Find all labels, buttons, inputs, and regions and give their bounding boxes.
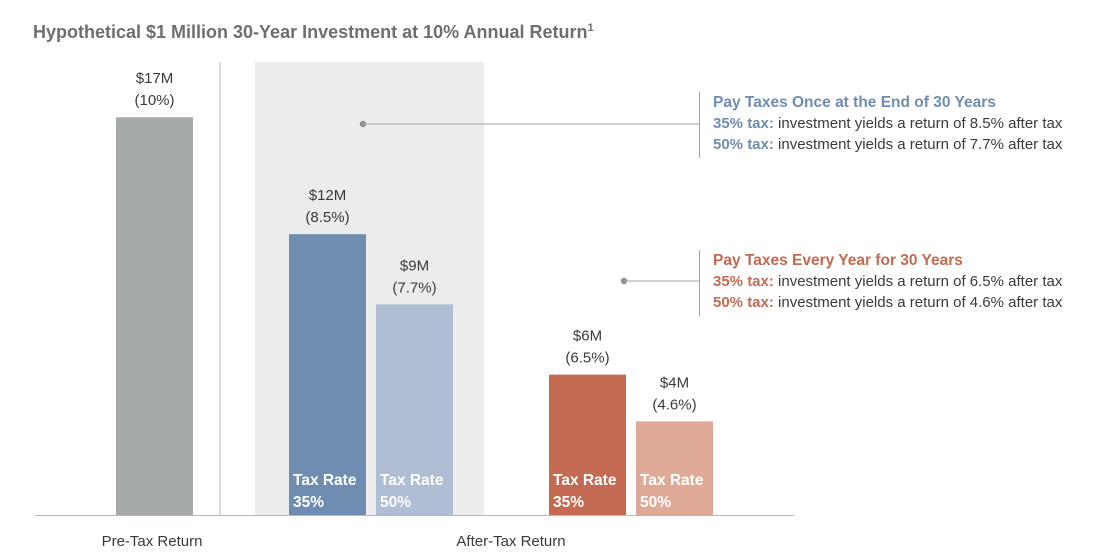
bar-4-inner-label-line1: Tax Rate xyxy=(553,472,617,489)
bar-5 xyxy=(636,421,713,515)
callout-pay-once-line-35: 35% tax: investment yields a return of 8… xyxy=(713,113,1062,134)
bar-4-inner-label-line2: 35% xyxy=(553,494,584,511)
bar-4-value-label: $6M xyxy=(573,328,602,345)
bar-5-value-label: $4M xyxy=(660,374,689,391)
callout-pay-once-heading: Pay Taxes Once at the End of 30 Years xyxy=(713,94,996,111)
callout-pay-every-year-heading: Pay Taxes Every Year for 30 Years xyxy=(713,252,963,269)
chart-plot-area: $17M (10%) $12M (8.5%) Tax Rate 35% $9M (7.7%) T… xyxy=(35,62,795,550)
chart-title-text: Hypothetical $1 Million 30-Year Investme… xyxy=(33,22,587,42)
callout-pay-every-year-line-50: 50% tax: investment yields a return of 4… xyxy=(713,292,1062,313)
bar-5-inner-label-line2: 50% xyxy=(640,494,671,511)
callout-pay-every-year-lead-50: 50% tax: xyxy=(713,294,774,311)
bar-5-inner-label-line1: Tax Rate xyxy=(640,472,704,489)
bar-3-inner-label-line1: Tax Rate xyxy=(380,472,444,489)
bar-2-inner-label-line2: 35% xyxy=(293,494,324,511)
callout-pay-every-year-lead-35: 35% tax: xyxy=(713,273,774,290)
callout-pay-once-lead-50: 50% tax: xyxy=(713,136,774,153)
callout-pay-every-year-line-35: 35% tax: investment yields a return of 6… xyxy=(713,271,1062,292)
callout-pay-once-line-50: 50% tax: investment yields a return of 7… xyxy=(713,134,1062,155)
callout-pay-once-text-50: investment yields a return of 7.7% after… xyxy=(773,136,1063,153)
callout-pay-once: Pay Taxes Once at the End of 30 Years 35… xyxy=(713,92,1062,155)
callout-pay-once-text-35: investment yields a return of 8.5% after… xyxy=(773,115,1063,132)
chart-title-superscript: 1 xyxy=(587,22,593,34)
bar-1 xyxy=(116,117,193,515)
bar-3-rate-label: (7.7%) xyxy=(392,279,436,296)
x-axis-label-after-tax: After-Tax Return xyxy=(456,533,565,550)
bar-2-rate-label: (8.5%) xyxy=(305,209,349,226)
bar-2 xyxy=(289,234,366,515)
callout-pay-every-year-text-50: investment yields a return of 4.6% after… xyxy=(773,294,1063,311)
bar-2-value-label: $12M xyxy=(309,187,347,204)
bar-3 xyxy=(376,304,453,515)
callout-pay-every-year-text-35: investment yields a return of 6.5% after… xyxy=(773,273,1063,290)
bar-1-rate-label: (10%) xyxy=(134,92,174,109)
bar-4-rate-label: (6.5%) xyxy=(565,350,609,367)
bar-3-value-label: $9M xyxy=(400,257,429,274)
x-axis-label-pre-tax: Pre-Tax Return xyxy=(102,533,203,550)
bar-4 xyxy=(549,374,626,515)
chart-title: Hypothetical $1 Million 30-Year Investme… xyxy=(33,22,594,42)
bar-2-inner-label-line1: Tax Rate xyxy=(293,472,357,489)
callout-pay-once-lead-35: 35% tax: xyxy=(713,115,774,132)
callout-pay-every-year: Pay Taxes Every Year for 30 Years 35% ta… xyxy=(713,250,1062,313)
bar-5-rate-label: (4.6%) xyxy=(652,396,696,413)
bar-1-value-label: $17M xyxy=(136,70,174,87)
bar-3-inner-label-line2: 50% xyxy=(380,494,411,511)
